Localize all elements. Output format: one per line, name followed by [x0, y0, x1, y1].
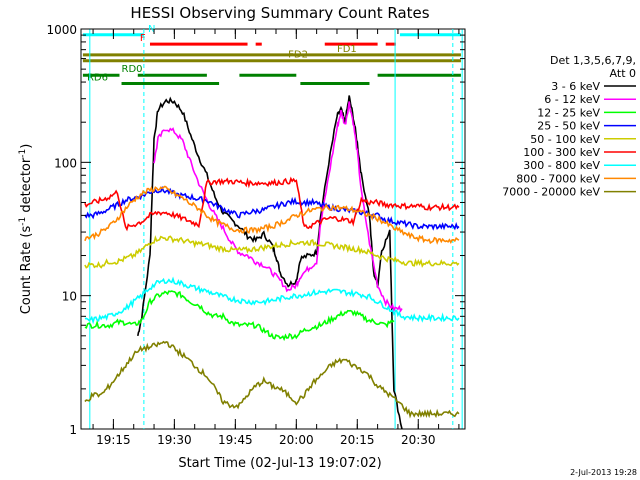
series-line	[137, 95, 403, 430]
legend-label: 800 - 7000 keV	[516, 172, 600, 185]
x-tick-label: 20:15	[340, 433, 375, 447]
series-line	[84, 176, 460, 232]
x-tick-label: 19:30	[157, 433, 192, 447]
y-axis-label-end: )	[19, 144, 34, 149]
y-tick-label: 1000	[46, 23, 77, 37]
x-tick-label: 20:00	[279, 433, 314, 447]
data-series	[84, 95, 460, 430]
y-axis-label-exp2: -1	[18, 149, 28, 158]
series-line	[84, 290, 395, 342]
flag-label-fd2: FD2	[288, 50, 308, 61]
x-tick-label: 19:15	[96, 433, 131, 447]
y-tick-label: 10	[62, 290, 77, 304]
y-tick-label: 1	[69, 423, 77, 437]
legend-header-line2: Att 0	[610, 67, 636, 80]
legend-label: 100 - 300 keV	[523, 146, 600, 159]
timestamp: 2-Jul-2013 19:28	[570, 468, 637, 477]
series-line	[84, 185, 460, 245]
flag-label-n: N	[148, 24, 155, 35]
flag-label-rd0: RD0	[122, 64, 143, 75]
x-axis-label: Start Time (02-Jul-13 19:07:02)	[178, 456, 381, 471]
series-line	[153, 101, 403, 313]
legend-label: 6 - 12 keV	[544, 93, 600, 106]
y-axis-label-main: Count Rate (s	[19, 226, 34, 315]
y-tick-label: 100	[54, 156, 77, 170]
legend-label: 12 - 25 keV	[537, 106, 600, 119]
legend-label: 7000 - 20000 keV	[502, 186, 600, 199]
y-axis-label: Count Rate (s-1 detector-1)	[18, 144, 34, 315]
legend-header-line1: Det 1,3,5,6,7,9,	[550, 54, 636, 67]
series-line	[84, 276, 460, 325]
flag-label-fd1: FD1	[337, 44, 357, 55]
x-tick-label: 20:30	[401, 433, 436, 447]
plot-area	[80, 28, 466, 430]
x-tick-label: 19:45	[218, 433, 253, 447]
legend-label: 25 - 50 keV	[537, 120, 600, 133]
y-axis: 1 10 100 1000	[46, 23, 465, 437]
flag-label-rd6: RD6	[87, 73, 108, 84]
series-line	[84, 235, 460, 269]
series-line	[84, 340, 460, 419]
time-markers	[89, 29, 463, 429]
flag-label-f: F	[140, 33, 146, 44]
legend-label: 50 - 100 keV	[530, 133, 600, 146]
legend-label: 3 - 6 keV	[551, 80, 600, 93]
series-line	[84, 185, 460, 231]
flag-bars: NF FD1 FD2 RD0 RD6	[82, 24, 461, 86]
y-axis-label-mid: detector	[19, 157, 34, 217]
x-axis: 19:15 19:30 19:45 20:00 20:15 20:30	[92, 29, 460, 447]
legend-label: 300 - 800 keV	[523, 159, 600, 172]
y-axis-label-exp1: -1	[18, 217, 28, 226]
chart-title: HESSI Observing Summary Count Rates	[130, 4, 429, 22]
